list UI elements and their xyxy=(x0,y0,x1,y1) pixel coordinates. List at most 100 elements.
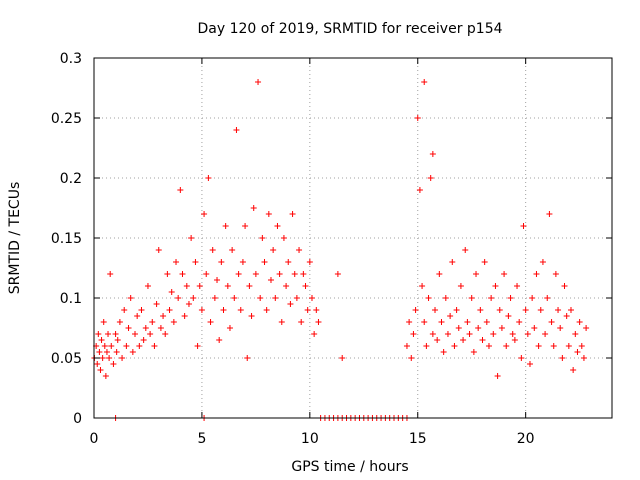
data-point xyxy=(272,295,279,301)
data-point xyxy=(107,271,114,277)
data-point xyxy=(209,247,216,253)
data-point xyxy=(218,259,225,265)
data-point xyxy=(479,337,486,343)
data-point xyxy=(453,307,460,313)
data-point xyxy=(496,307,503,313)
data-point xyxy=(473,271,480,277)
data-point xyxy=(233,127,240,133)
data-point xyxy=(313,307,320,313)
data-point xyxy=(451,343,458,349)
data-point xyxy=(119,355,126,361)
data-point xyxy=(179,271,186,277)
data-point xyxy=(261,259,268,265)
data-point xyxy=(235,271,242,277)
data-point xyxy=(170,319,177,325)
data-point xyxy=(101,343,108,349)
data-point xyxy=(203,271,210,277)
data-point xyxy=(432,307,439,313)
data-point xyxy=(136,343,143,349)
data-point xyxy=(516,319,523,325)
data-point xyxy=(183,283,190,289)
data-point xyxy=(421,79,428,85)
data-point xyxy=(311,331,318,337)
data-point xyxy=(559,355,566,361)
data-point xyxy=(239,259,246,265)
data-point xyxy=(280,235,287,241)
data-point xyxy=(155,247,162,253)
data-point xyxy=(226,325,233,331)
data-point xyxy=(475,325,482,331)
data-point xyxy=(121,307,128,313)
data-point xyxy=(492,283,499,289)
data-point xyxy=(518,355,525,361)
data-point xyxy=(96,349,103,355)
data-point xyxy=(285,259,292,265)
data-point xyxy=(257,295,264,301)
y-tick-label: 0.05 xyxy=(51,351,82,367)
data-point xyxy=(533,271,540,277)
x-tick-label: 5 xyxy=(197,431,206,447)
data-point xyxy=(552,271,559,277)
data-point xyxy=(132,331,139,337)
y-axis-label: SRMTID / TECUs xyxy=(7,182,23,295)
data-point xyxy=(416,187,423,193)
data-point xyxy=(153,301,160,307)
data-point xyxy=(531,325,538,331)
data-point xyxy=(110,361,117,367)
data-point xyxy=(460,337,467,343)
data-point xyxy=(125,325,132,331)
data-point xyxy=(114,337,121,343)
data-point xyxy=(166,307,173,313)
data-point xyxy=(423,343,430,349)
x-tick-label: 15 xyxy=(409,431,427,447)
data-point xyxy=(214,277,221,283)
y-tick-label: 0.15 xyxy=(51,231,82,247)
data-point xyxy=(524,331,531,337)
data-point xyxy=(470,349,477,355)
data-point xyxy=(123,343,130,349)
data-point xyxy=(265,211,272,217)
data-point xyxy=(511,337,518,343)
data-point xyxy=(112,331,119,337)
data-point xyxy=(103,349,110,355)
data-point xyxy=(302,283,309,289)
data-point xyxy=(565,343,572,349)
data-point xyxy=(248,313,255,319)
data-point xyxy=(274,223,281,229)
data-point xyxy=(483,319,490,325)
data-point xyxy=(466,331,473,337)
data-point xyxy=(211,295,218,301)
data-point xyxy=(291,271,298,277)
data-point xyxy=(242,223,249,229)
grid xyxy=(94,58,612,418)
data-point xyxy=(542,331,549,337)
data-point xyxy=(488,295,495,301)
x-tick-label: 0 xyxy=(90,431,99,447)
data-point xyxy=(102,373,109,379)
data-point xyxy=(192,259,199,265)
data-point xyxy=(449,259,456,265)
data-point xyxy=(168,289,175,295)
data-point xyxy=(514,283,521,289)
data-point xyxy=(144,283,151,289)
data-point xyxy=(339,355,346,361)
data-point xyxy=(403,343,410,349)
data-point xyxy=(296,247,303,253)
data-point xyxy=(429,331,436,337)
data-point xyxy=(293,295,300,301)
data-point xyxy=(462,247,469,253)
data-point xyxy=(97,367,104,373)
data-point xyxy=(455,325,462,331)
data-point xyxy=(425,295,432,301)
data-point xyxy=(464,319,471,325)
data-point xyxy=(250,205,257,211)
data-point xyxy=(201,211,208,217)
data-point xyxy=(410,331,417,337)
data-point xyxy=(429,151,436,157)
data-point xyxy=(175,295,182,301)
data-point xyxy=(173,259,180,265)
data-point xyxy=(190,295,197,301)
data-point xyxy=(222,223,229,229)
data-point xyxy=(216,337,223,343)
data-point xyxy=(108,343,115,349)
